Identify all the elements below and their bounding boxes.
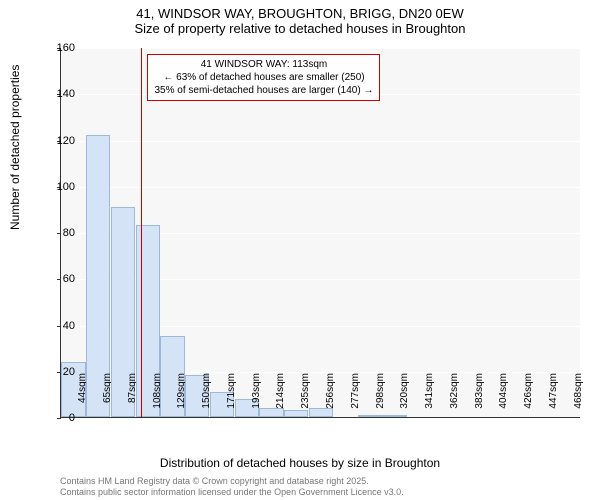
ytick-label: 120 — [45, 135, 75, 147]
ytick-label: 80 — [45, 227, 75, 239]
ytick-label: 100 — [45, 181, 75, 193]
xtick-label: 256sqm — [325, 373, 336, 423]
chart-title-block: 41, WINDSOR WAY, BROUGHTON, BRIGG, DN20 … — [0, 0, 600, 36]
chart-area: 44sqm65sqm87sqm108sqm129sqm150sqm171sqm1… — [60, 48, 580, 418]
ytick-label: 160 — [45, 42, 75, 54]
annotation-line-2: ← 63% of detached houses are smaller (25… — [154, 71, 373, 84]
plot-area: 44sqm65sqm87sqm108sqm129sqm150sqm171sqm1… — [60, 48, 580, 418]
ytick-label: 140 — [45, 88, 75, 100]
gridline — [61, 141, 580, 142]
title-line-2: Size of property relative to detached ho… — [0, 21, 600, 36]
property-marker-line — [141, 48, 142, 417]
title-line-1: 41, WINDSOR WAY, BROUGHTON, BRIGG, DN20 … — [0, 6, 600, 21]
xtick-label: 404sqm — [498, 373, 509, 423]
annotation-line-3: 35% of semi-detached houses are larger (… — [154, 84, 373, 97]
attribution-block: Contains HM Land Registry data © Crown c… — [60, 476, 404, 498]
xtick-label: 362sqm — [449, 373, 460, 423]
xtick-label: 320sqm — [399, 373, 410, 423]
ytick-label: 40 — [45, 320, 75, 332]
ytick-label: 0 — [45, 412, 75, 424]
attribution-line-2: Contains public sector information licen… — [60, 487, 404, 498]
x-axis-label: Distribution of detached houses by size … — [0, 456, 600, 470]
xtick-label: 341sqm — [424, 373, 435, 423]
ytick-label: 60 — [45, 273, 75, 285]
y-axis-label: Number of detached properties — [8, 65, 22, 230]
xtick-label: 447sqm — [548, 373, 559, 423]
ytick-label: 20 — [45, 366, 75, 378]
gridline — [61, 48, 580, 49]
gridline — [61, 187, 580, 188]
xtick-label: 426sqm — [523, 373, 534, 423]
attribution-line-1: Contains HM Land Registry data © Crown c… — [60, 476, 404, 487]
annotation-box: 41 WINDSOR WAY: 113sqm← 63% of detached … — [147, 54, 380, 101]
xtick-label: 468sqm — [573, 373, 584, 423]
annotation-line-1: 41 WINDSOR WAY: 113sqm — [154, 58, 373, 71]
xtick-label: 383sqm — [474, 373, 485, 423]
